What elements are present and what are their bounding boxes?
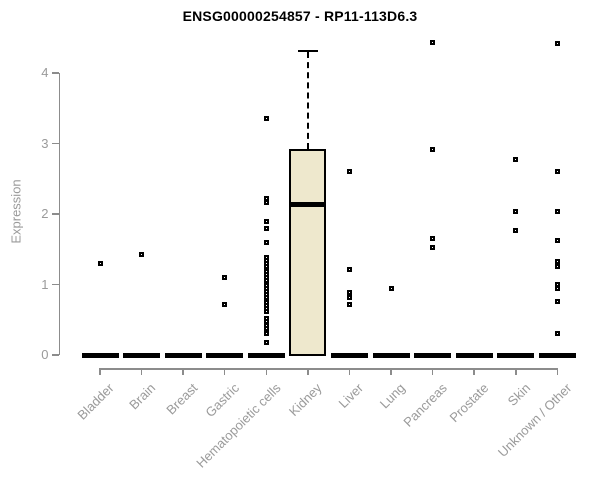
outlier-point — [97, 260, 103, 266]
box-plot-box — [289, 148, 327, 356]
x-axis-line — [100, 368, 559, 370]
x-tick — [307, 368, 309, 375]
y-axis-line — [58, 73, 60, 355]
outlier-point — [554, 238, 560, 244]
outlier-point — [263, 199, 269, 205]
x-tick-label: Bladder — [74, 380, 117, 423]
outlier-point — [430, 147, 436, 153]
y-tick-label: 2 — [41, 206, 49, 222]
flat-box — [123, 353, 161, 358]
flat-box — [497, 353, 535, 358]
flat-box — [206, 353, 244, 358]
x-tick-label: Breast — [162, 380, 201, 418]
outlier-point — [554, 168, 560, 174]
x-tick-label: Prostate — [446, 380, 492, 426]
chart-title: ENSG00000254857 - RP11-113D6.3 — [182, 8, 418, 24]
outlier-point — [263, 339, 269, 345]
x-tick-label: Skin — [504, 380, 533, 409]
outlier-point — [554, 208, 560, 214]
outlier-point — [346, 290, 352, 296]
x-tick-label: Unknown / Other — [494, 380, 575, 460]
x-tick-label: Brain — [126, 380, 159, 413]
x-tick — [99, 368, 101, 375]
x-tick — [223, 368, 226, 375]
flat-box — [372, 353, 410, 358]
x-tick — [515, 368, 517, 375]
outlier-point — [263, 218, 269, 224]
outlier-point — [263, 308, 269, 314]
x-tick — [431, 368, 434, 375]
y-tick — [52, 354, 59, 356]
outlier-point — [554, 330, 560, 336]
x-tick-label: Liver — [335, 380, 367, 411]
outlier-point — [430, 236, 436, 242]
outlier-point — [513, 208, 519, 214]
y-tick-label: 3 — [41, 135, 49, 151]
outlier-point — [554, 298, 560, 304]
outlier-point — [554, 282, 560, 288]
flat-box — [455, 353, 493, 358]
flat-box — [414, 353, 452, 358]
x-tick-label: Gastric — [201, 380, 242, 421]
x-tick — [182, 368, 184, 375]
whisker-cap — [297, 49, 318, 52]
y-tick — [52, 142, 59, 145]
x-tick-label: Kidney — [286, 380, 325, 420]
whisker-line — [306, 51, 309, 149]
outlier-point — [346, 294, 352, 300]
flat-box — [247, 353, 285, 358]
outlier-point — [139, 252, 145, 258]
outlier-point — [263, 239, 269, 245]
outlier-point — [513, 228, 519, 234]
flat-box — [164, 353, 202, 358]
y-tick — [52, 213, 59, 215]
outlier-point — [554, 258, 560, 264]
outlier-point — [430, 39, 436, 45]
x-tick — [140, 368, 143, 375]
outlier-point — [388, 286, 394, 292]
outlier-point — [346, 301, 352, 307]
outlier-point — [263, 331, 269, 337]
flat-box — [81, 353, 119, 358]
outlier-point — [554, 286, 560, 292]
x-tick-label: Lung — [376, 380, 408, 412]
outlier-point — [554, 41, 560, 47]
flat-box — [538, 353, 576, 358]
x-tick — [556, 368, 559, 375]
x-tick — [348, 368, 351, 375]
y-tick — [52, 283, 59, 286]
x-tick-label: Pancreas — [400, 380, 450, 430]
x-tick — [265, 368, 268, 375]
median-bar — [291, 202, 325, 208]
outlier-point — [554, 264, 560, 270]
y-tick-label: 1 — [41, 276, 49, 292]
y-tick-label: 4 — [41, 65, 49, 81]
outlier-point — [513, 157, 519, 163]
x-tick — [473, 368, 475, 375]
y-tick-label: 0 — [41, 347, 49, 362]
outlier-point — [346, 169, 352, 175]
outlier-point — [222, 274, 228, 280]
y-tick — [52, 72, 59, 74]
outlier-point — [263, 116, 269, 122]
outlier-point — [430, 244, 436, 250]
outlier-point — [222, 302, 228, 308]
flat-box — [330, 353, 368, 358]
outlier-point — [346, 266, 352, 272]
outlier-point — [263, 326, 269, 332]
x-tick — [390, 368, 392, 375]
outlier-point — [263, 225, 269, 231]
